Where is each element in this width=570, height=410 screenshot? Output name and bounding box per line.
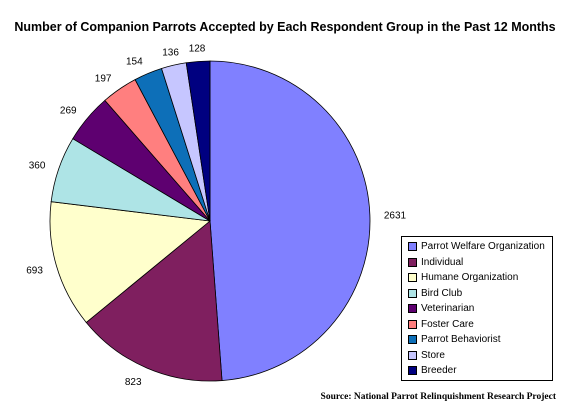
legend-swatch xyxy=(408,366,417,376)
slice-value-label-6: 154 xyxy=(126,57,143,68)
legend-swatch xyxy=(408,304,417,314)
legend-item-1: Individual xyxy=(408,255,552,271)
slice-value-label-8: 128 xyxy=(189,43,206,54)
legend-swatch xyxy=(408,319,417,329)
slice-value-label-1: 823 xyxy=(125,377,142,388)
legend-label: Foster Care xyxy=(421,318,474,330)
pie-slices xyxy=(49,60,371,382)
legend-item-0: Parrot Welfare Organization xyxy=(408,239,552,255)
chart-legend: Parrot Welfare Organization Individual Hum… xyxy=(401,236,553,381)
legend-item-8: Breeder xyxy=(408,363,552,379)
slice-value-label-2: 693 xyxy=(26,266,43,277)
legend-swatch xyxy=(408,350,417,360)
legend-swatch xyxy=(408,242,417,252)
pie-slice-0 xyxy=(209,60,371,381)
legend-label: Veterinarian xyxy=(421,303,475,315)
legend-item-7: Store xyxy=(408,348,552,364)
legend-item-2: Humane Organization xyxy=(408,270,552,286)
pie-slice-2 xyxy=(49,201,211,324)
slice-value-label-3: 360 xyxy=(29,160,46,171)
slice-value-label-4: 269 xyxy=(60,105,77,116)
legend-swatch xyxy=(408,335,417,345)
slice-value-label-7: 136 xyxy=(162,48,179,59)
legend-label: Individual xyxy=(421,256,464,268)
source-note: Source: National Parrot Relinquishment R… xyxy=(320,392,556,402)
legend-swatch xyxy=(408,257,417,267)
legend-label: Store xyxy=(421,349,445,361)
slice-value-label-0: 2631 xyxy=(384,210,407,221)
slice-value-label-5: 197 xyxy=(95,74,112,85)
pie-slice-8 xyxy=(185,60,211,222)
legend-item-5: Foster Care xyxy=(408,317,552,333)
legend-swatch xyxy=(408,288,417,298)
legend-item-3: Bird Club xyxy=(408,286,552,302)
legend-label: Parrot Welfare Organization xyxy=(421,241,545,253)
legend-item-6: Parrot Behaviorist xyxy=(408,332,552,348)
chart-title: Number of Companion Parrots Accepted by … xyxy=(14,20,556,34)
legend-label: Bird Club xyxy=(421,287,463,299)
legend-label: Breeder xyxy=(421,365,457,377)
pie-slice-1 xyxy=(85,220,223,382)
legend-label: Humane Organization xyxy=(421,272,519,284)
pie-value-labels: 2631 823 693 360 269 197 154 136 128 xyxy=(26,43,406,387)
legend-label: Parrot Behaviorist xyxy=(421,334,501,346)
legend-item-4: Veterinarian xyxy=(408,301,552,317)
legend-swatch xyxy=(408,273,417,283)
